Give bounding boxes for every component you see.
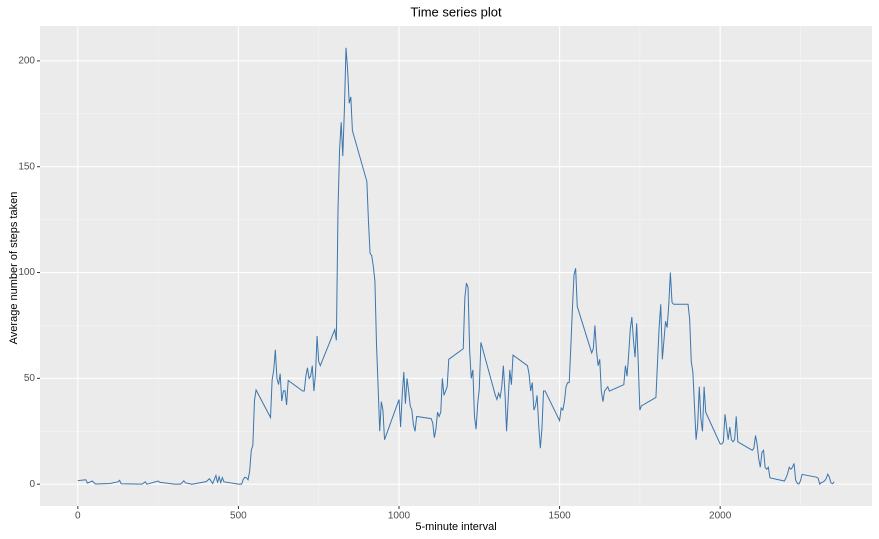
y-tick-label: 200 — [18, 56, 35, 67]
y-tick-label: 150 — [18, 161, 35, 172]
y-tick-label: 50 — [24, 373, 36, 384]
y-tick-label: 0 — [29, 479, 35, 490]
x-tick-label: 1500 — [548, 511, 571, 522]
y-tick-label: 100 — [18, 267, 35, 278]
data-line — [77, 47, 835, 486]
y-axis-label: Average number of steps taken — [8, 192, 20, 345]
x-tick-label: 2000 — [709, 511, 732, 522]
x-tick-label: 1000 — [388, 511, 411, 522]
x-tick-label: 0 — [75, 511, 81, 522]
plot-panel — [40, 26, 872, 506]
x-axis-label: 5-minute interval — [415, 521, 496, 533]
chart-title: Time series plot — [410, 4, 502, 19]
x-tick-label: 500 — [230, 511, 247, 522]
